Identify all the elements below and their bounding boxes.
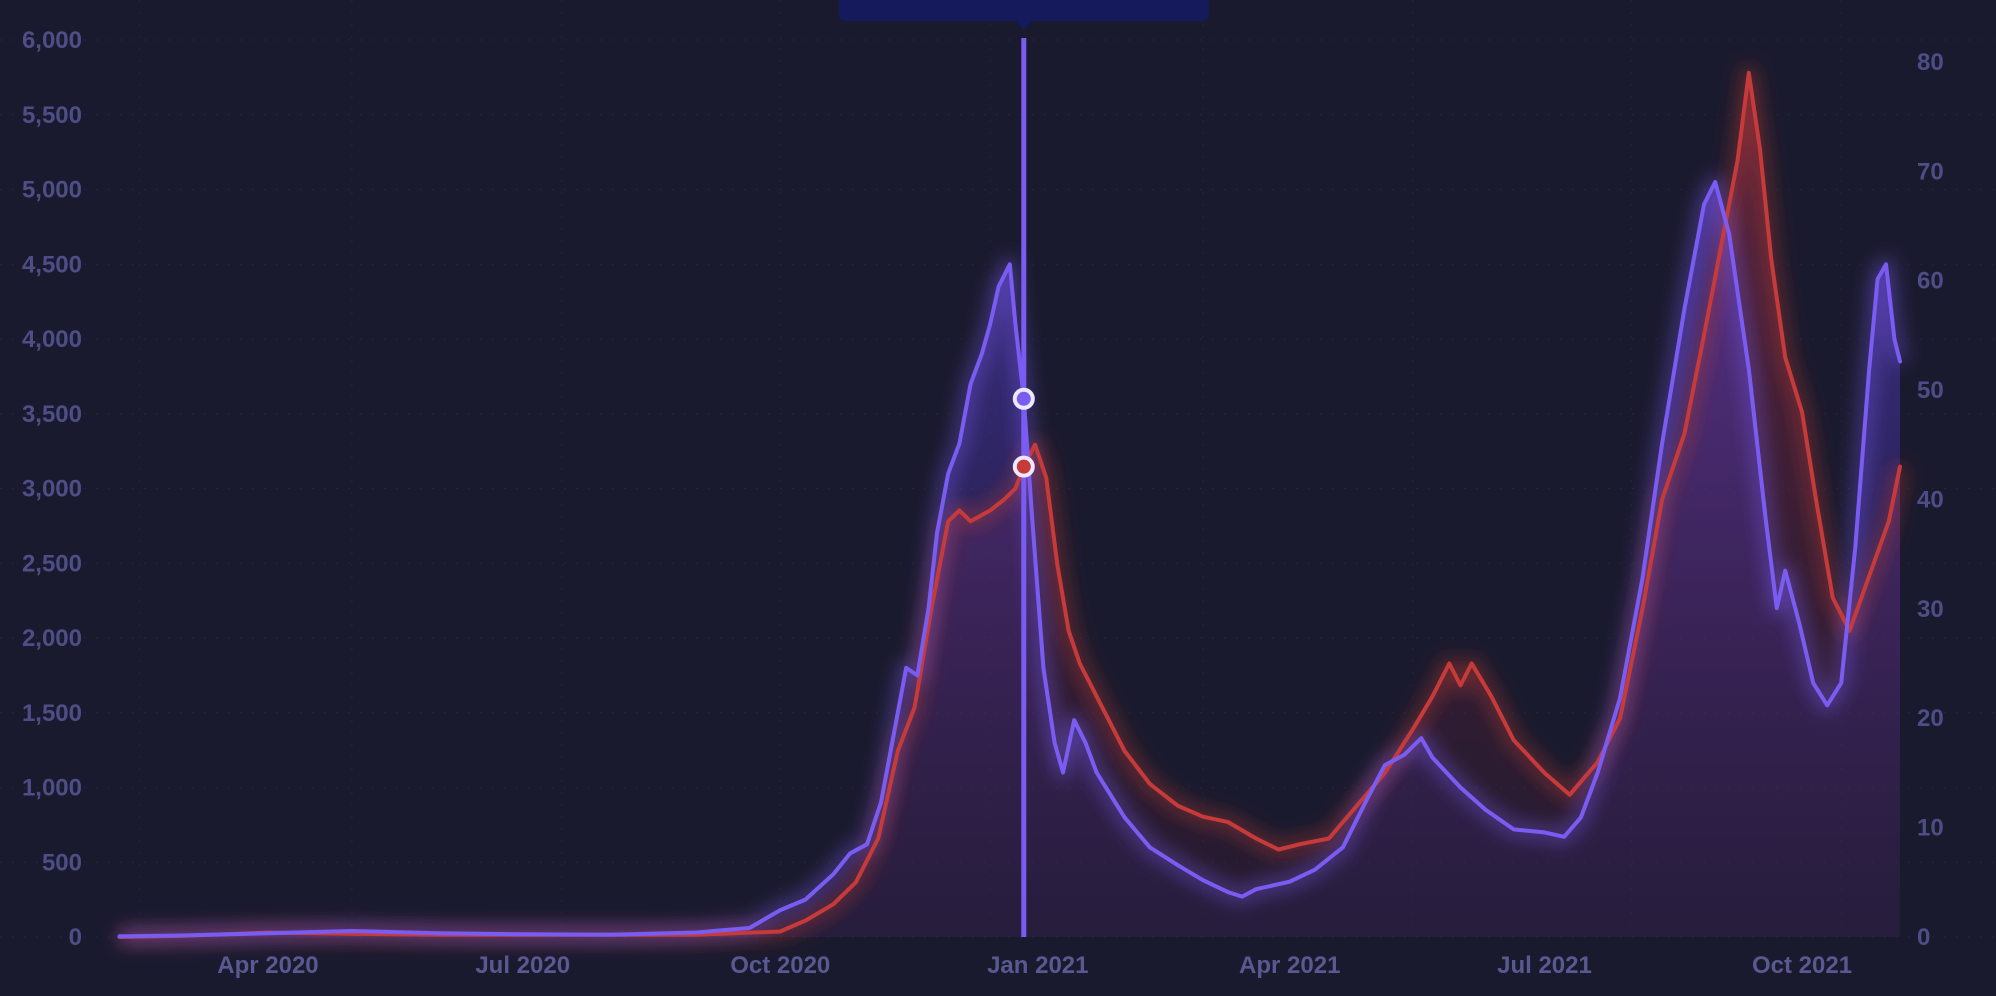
y-left-tick-label: 500 xyxy=(42,849,82,876)
series-areas xyxy=(119,72,1901,938)
series-line-left xyxy=(117,180,1902,939)
y-left-tick-label: 4,000 xyxy=(22,326,82,353)
x-tick-label: Oct 2021 xyxy=(1752,952,1852,979)
series-line-right xyxy=(117,70,1902,939)
y-axis-right: 0 10 20 30 40 50 60 70 80 xyxy=(1917,49,1944,951)
series-area-left xyxy=(119,182,1901,937)
x-tick-label: Oct 2020 xyxy=(730,952,830,979)
y-right-tick-label: 70 xyxy=(1917,158,1944,185)
y-left-tick-label: 4,500 xyxy=(22,251,82,278)
x-tick-label: Jan 2021 xyxy=(987,952,1088,979)
y-left-tick-label: 0 xyxy=(69,924,82,951)
y-axis-left: 0 500 1,000 1,500 2,000 2,500 3,000 3,500 4,000 4… xyxy=(22,27,82,951)
y-left-tick-label: 3,500 xyxy=(22,401,82,428)
y-right-tick-label: 50 xyxy=(1917,377,1944,404)
hover-crosshair[interactable] xyxy=(838,0,1209,937)
y-left-tick-label: 5,000 xyxy=(22,177,82,204)
hover-point-right xyxy=(1012,455,1035,478)
series-lines xyxy=(117,70,1902,939)
x-tick-label: Apr 2020 xyxy=(217,952,318,979)
y-left-tick-label: 2,000 xyxy=(22,625,82,652)
y-left-tick-label: 5,500 xyxy=(22,102,82,129)
hover-point-left xyxy=(1012,387,1035,410)
x-tick-label: Jul 2020 xyxy=(475,952,570,979)
x-axis: Apr 2020 Jul 2020 Oct 2020 Jan 2021 Apr 2021… xyxy=(217,952,1852,979)
y-right-tick-label: 10 xyxy=(1917,815,1944,842)
y-right-tick-label: 40 xyxy=(1917,486,1944,513)
y-right-tick-label: 0 xyxy=(1917,924,1930,951)
y-left-tick-label: 2,500 xyxy=(22,550,82,577)
y-left-tick-label: 1,500 xyxy=(22,700,82,727)
y-left-tick-label: 6,000 xyxy=(22,27,82,54)
x-tick-label: Apr 2021 xyxy=(1239,952,1340,979)
y-left-tick-label: 3,000 xyxy=(22,476,82,503)
y-left-tick-label: 1,000 xyxy=(22,775,82,802)
x-tick-label: Jul 2021 xyxy=(1497,952,1592,979)
tooltip-pointer xyxy=(1015,21,1032,30)
y-right-tick-label: 30 xyxy=(1917,596,1944,623)
y-right-tick-label: 20 xyxy=(1917,705,1944,732)
tooltip-box xyxy=(838,0,1209,21)
y-right-tick-label: 80 xyxy=(1917,49,1944,76)
y-right-tick-label: 60 xyxy=(1917,268,1944,295)
